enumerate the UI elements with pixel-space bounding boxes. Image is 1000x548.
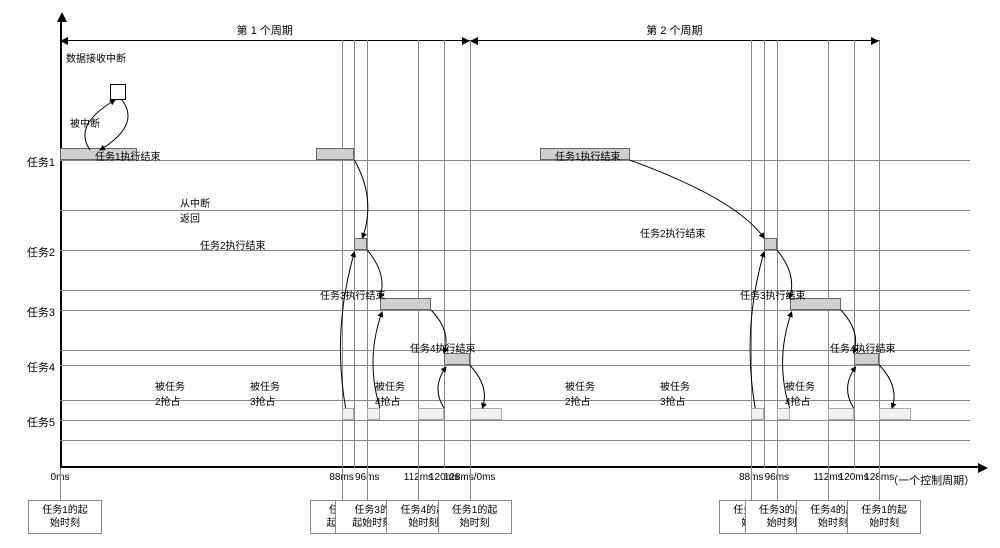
leader-line <box>60 468 61 500</box>
row-label: 任务5 <box>5 414 55 430</box>
row-label: 任务3 <box>5 304 55 320</box>
leader-line <box>777 468 778 500</box>
task-bar <box>764 238 777 250</box>
period-1-label: 第 1 个周期 <box>237 22 293 38</box>
leader-line <box>751 468 752 500</box>
annotation-label: 任务1执行结束 <box>555 148 621 163</box>
start-time-box: 任务1的起始时刻 <box>847 500 921 534</box>
task-bar <box>316 148 354 160</box>
annotation-label: 任务4执行结束 <box>830 340 896 355</box>
row-label: 任务4 <box>5 359 55 375</box>
start-time-box: 任务1的起始时刻 <box>28 500 102 534</box>
leader-line <box>342 468 343 500</box>
gridline-v <box>764 40 765 468</box>
gridline-v <box>777 40 778 468</box>
task-bar <box>828 408 854 420</box>
leader-line <box>470 468 471 500</box>
gridline-h <box>60 365 970 366</box>
task-bar <box>380 298 431 310</box>
period-1-bar <box>60 40 470 41</box>
interrupt-box-icon <box>110 84 126 100</box>
annotation-label: 被任务2抢占 <box>155 378 185 408</box>
annotation-label: 任务4执行结束 <box>410 340 476 355</box>
annotation-label: 被任务4抢占 <box>785 378 815 408</box>
interrupt-text: 被中断 <box>70 115 100 130</box>
task-bar <box>470 408 502 420</box>
gridline-v <box>854 40 855 468</box>
gridline-h <box>60 440 970 441</box>
gridline-v <box>367 40 368 468</box>
task-bar <box>879 408 911 420</box>
task-bar <box>367 408 380 420</box>
gridline-v <box>828 40 829 468</box>
interrupt-header-label: 数据接收中断 <box>66 50 126 65</box>
task-bar <box>777 408 790 420</box>
gridline-h <box>60 310 970 311</box>
gridline-h <box>60 160 970 161</box>
x-axis <box>60 466 980 468</box>
annotation-label: 任务1执行结束 <box>95 148 161 163</box>
task-bar <box>751 408 764 420</box>
leader-line <box>828 468 829 500</box>
gridline-v <box>879 40 880 468</box>
gridline-v <box>342 40 343 468</box>
annotation-label: 被任务4抢占 <box>375 378 405 408</box>
start-time-box: 任务1的起始时刻 <box>438 500 512 534</box>
period-2-bar <box>470 40 880 41</box>
annotation-label: 任务2执行结束 <box>640 225 706 240</box>
annotation-label: 任务3执行结束 <box>320 287 386 302</box>
footer-right-label: （一个控制周期） <box>887 472 975 488</box>
leader-line <box>367 468 368 500</box>
annotation-label: 任务2执行结束 <box>200 237 266 252</box>
task-bar <box>342 408 355 420</box>
gridline-v <box>354 40 355 468</box>
row-label: 任务1 <box>5 154 55 170</box>
annotation-label: 任务3执行结束 <box>740 287 806 302</box>
gridline-h <box>60 420 970 421</box>
task-bar <box>418 408 444 420</box>
annotation-label: 被任务3抢占 <box>660 378 690 408</box>
leader-line <box>879 468 880 500</box>
gridline-h <box>60 400 970 401</box>
task-bar <box>354 238 367 250</box>
gridline-h <box>60 290 970 291</box>
row-label: 任务2 <box>5 244 55 260</box>
leader-line <box>418 468 419 500</box>
annotation-label: 从中断返回 <box>180 195 210 225</box>
gridline-v <box>444 40 445 468</box>
annotation-label: 被任务3抢占 <box>250 378 280 408</box>
gridline-h <box>60 250 970 251</box>
gridline-v <box>470 40 471 468</box>
gridline-v <box>751 40 752 468</box>
period-2-label: 第 2 个周期 <box>646 22 702 38</box>
gridline-v <box>418 40 419 468</box>
annotation-label: 被任务2抢占 <box>565 378 595 408</box>
timing-diagram: 第 1 个周期 第 2 个周期数据接收中断任务1 任务2 任务3 任务4 任务5 任务1执行… <box>0 0 1000 548</box>
